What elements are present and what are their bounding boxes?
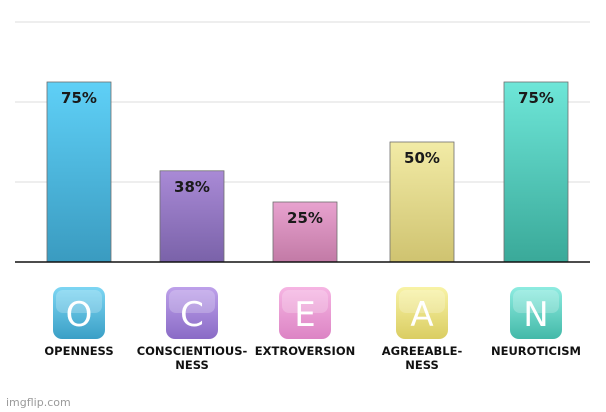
category-label: NESS xyxy=(175,358,209,372)
watermark: imgflip.com xyxy=(6,396,71,409)
bar-value-label: 50% xyxy=(404,149,440,167)
tile-letter: N xyxy=(523,295,548,335)
bar-n xyxy=(503,81,569,263)
bar-value-label: 38% xyxy=(174,178,210,196)
bar-o xyxy=(46,81,112,263)
tile-c xyxy=(166,287,218,339)
tile-gloss xyxy=(282,290,328,313)
tile-letter: A xyxy=(410,295,433,335)
bar-c xyxy=(159,170,225,263)
tile-gloss xyxy=(56,290,102,313)
tile-gloss xyxy=(513,290,559,313)
tile-gloss xyxy=(169,290,215,313)
tile-n xyxy=(510,287,562,339)
tile-gloss xyxy=(399,290,445,313)
category-label: NEUROTICISM xyxy=(491,344,581,358)
bars: 75% 38% 25% 50% 75% xyxy=(46,81,569,263)
tile-letter: O xyxy=(66,295,93,335)
category-label: EXTROVERSION xyxy=(255,344,355,358)
tile-letter: C xyxy=(180,295,204,335)
bar-value-label: 25% xyxy=(287,209,323,227)
category-label: OPENNESS xyxy=(44,344,113,358)
bar-e xyxy=(272,201,338,263)
tile-o xyxy=(53,287,105,339)
category-label: CONSCIENTIOUS- xyxy=(137,344,248,358)
bar-value-label: 75% xyxy=(518,89,554,107)
tile-e xyxy=(279,287,331,339)
tile-a xyxy=(396,287,448,339)
category-label: AGREEABLE- xyxy=(382,344,463,358)
bar-a xyxy=(389,141,455,263)
category-label: NESS xyxy=(405,358,439,372)
bar-value-label: 75% xyxy=(61,89,97,107)
tile-letter: E xyxy=(294,295,315,335)
